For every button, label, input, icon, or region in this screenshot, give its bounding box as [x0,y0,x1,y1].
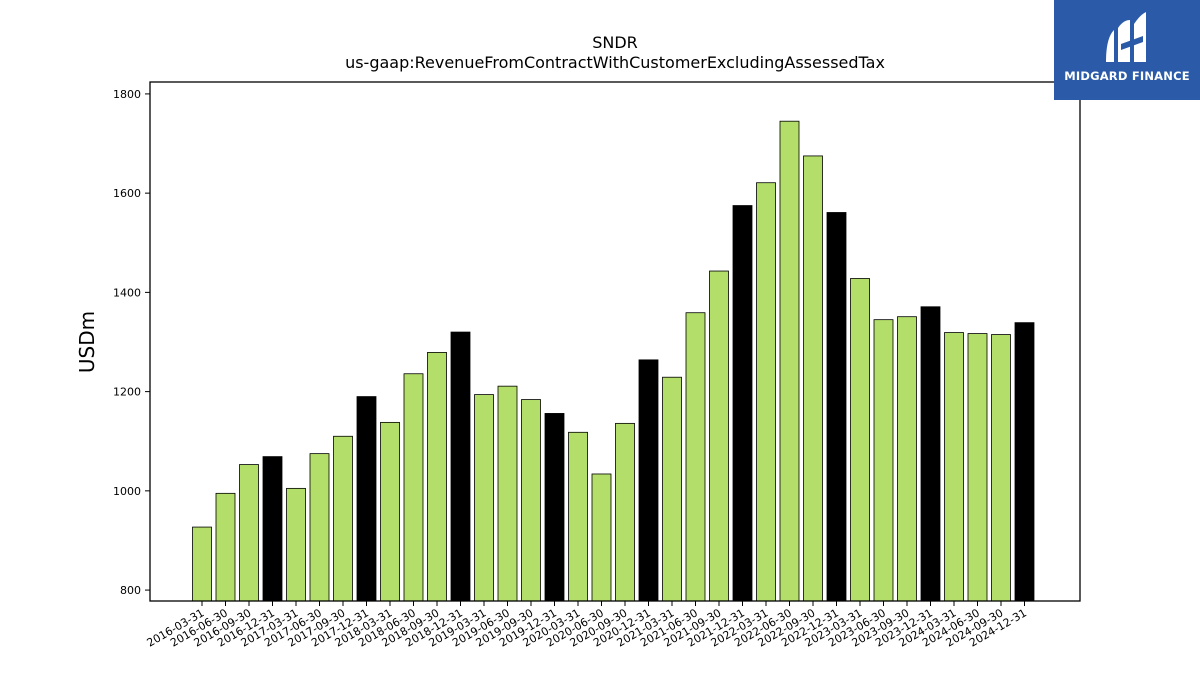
midgard-finance-logo-icon [1106,12,1146,62]
bar-2023-06-30 [873,319,894,602]
bar-2019-09-30 [521,399,541,602]
bars-group [192,120,1035,602]
bar-2018-03-31 [380,421,400,602]
y-tick-label: 1600 [113,187,141,200]
bar-2016-09-30 [239,464,259,602]
bar-2020-06-30 [591,473,612,602]
y-tick-label: 1400 [113,286,141,299]
bar-2019-06-30 [497,385,518,602]
y-tick-label: 1800 [113,88,141,101]
bar-2022-06-30 [779,120,800,602]
bar-2018-09-30 [427,352,447,602]
bar-2024-09-30 [991,334,1011,602]
bar-2023-12-31 [920,306,941,602]
bar-2021-03-31 [662,376,682,602]
logo-text: MIDGARD FINANCE [1064,69,1190,83]
bar-2024-12-31 [1014,322,1035,602]
bar-2022-12-31 [826,212,847,602]
bar-2016-03-31 [192,526,212,602]
y-axis-ticks: 800 1000 1200 1400 1600 1800 [113,88,150,597]
bar-2021-09-30 [709,270,729,602]
bar-2017-12-31 [356,396,377,602]
bar-2018-12-31 [450,331,471,602]
bar-2019-03-31 [474,394,494,602]
bar-2024-06-30 [967,333,988,602]
bar-2017-09-30 [333,435,353,602]
bar-2022-03-31 [756,182,776,602]
bar-2016-06-30 [215,492,236,602]
bar-2017-03-31 [286,487,306,602]
bar-2021-12-31 [732,205,753,602]
bar-2019-12-31 [544,413,565,602]
y-tick-label: 1000 [113,485,141,498]
x-axis-ticks: 2016-03-312016-06-302016-09-302016-12-31… [145,601,1029,650]
bar-2018-06-30 [403,373,424,602]
bar-2020-03-31 [568,431,588,602]
y-tick-label: 1200 [113,386,141,399]
bar-2020-12-31 [638,359,659,602]
bar-2020-09-30 [615,422,635,602]
bar-2023-03-31 [850,278,870,602]
bar-2021-06-30 [685,312,706,602]
plot-frame [149,81,1081,602]
logo: MIDGARD FINANCE [1054,0,1200,100]
y-axis-label: USDm [75,311,99,373]
bar-2017-06-30 [309,453,330,602]
chart-subtitle: us-gaap:RevenueFromContractWithCustomerE… [345,53,885,72]
bar-2022-09-30 [803,155,823,602]
chart-title: SNDR [592,33,638,52]
bar-2016-12-31 [262,456,283,602]
y-tick-label: 800 [120,584,141,597]
bar-2023-09-30 [897,316,917,602]
bar-2024-03-31 [944,332,964,602]
